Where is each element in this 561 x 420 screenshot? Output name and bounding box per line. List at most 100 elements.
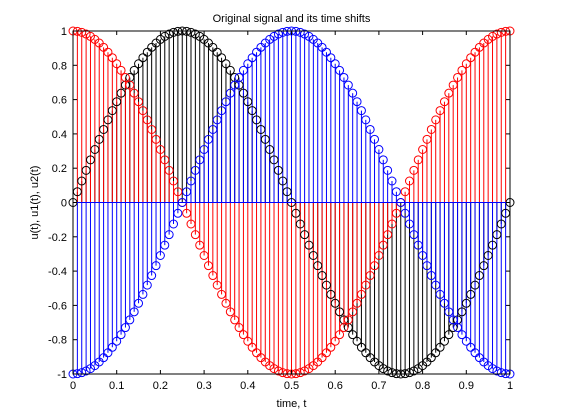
data-point [378,155,388,165]
markers-layer [68,26,515,379]
data-point [212,115,222,125]
data-point [295,219,305,229]
data-point [112,336,122,346]
data-point [435,106,445,116]
data-point [466,289,476,299]
x-axis-ticks: 0 0.1 0.2 0.3 0.4 0.5 0.6 0.7 0.8 0.9 1 [70,31,513,392]
data-point [142,115,152,125]
data-point [431,280,441,290]
data-point [151,261,161,271]
data-point [217,53,227,63]
data-point [321,47,331,57]
data-point [479,261,489,271]
data-point [173,208,183,218]
data-point [238,330,248,340]
data-point [94,134,104,144]
data-point [169,27,179,37]
data-point [492,29,502,39]
data-point [134,59,144,69]
data-point [230,315,240,325]
data-point [352,97,362,107]
data-point [374,250,384,260]
data-point [361,280,371,290]
data-point [273,366,283,376]
data-point [352,336,362,346]
data-point [439,336,449,346]
x-tick-label: 0.4 [240,380,255,392]
data-point [300,29,310,39]
data-point [383,366,393,376]
data-point [225,65,235,75]
y-tick-label: 0.8 [52,60,67,72]
data-point [488,364,498,374]
y-tick-label: -0.2 [48,232,67,244]
y-tick-label: -0.8 [48,335,67,347]
data-point [378,240,388,250]
data-point [391,208,401,218]
data-point [199,250,209,260]
data-point [383,165,393,175]
data-point [164,230,174,240]
data-point [160,240,170,250]
data-point [466,53,476,63]
data-point [457,307,467,317]
data-point [474,271,484,281]
data-point [457,65,467,75]
data-point [99,124,109,134]
data-point [391,187,401,197]
x-tick-label: 0.3 [196,380,211,392]
y-tick-label: 1 [61,26,67,38]
data-point [348,307,358,317]
data-point [387,219,397,229]
data-point [278,176,288,186]
data-point [173,187,183,197]
data-point [335,330,345,340]
data-point [492,230,502,240]
data-point [343,315,353,325]
data-point [348,88,358,98]
data-point [313,261,323,271]
data-point [326,53,336,63]
data-point [203,261,213,271]
data-point [155,145,165,155]
data-point [444,88,454,98]
x-tick-label: 0.9 [459,380,474,392]
data-point [129,88,139,98]
data-point [112,59,122,69]
data-point [129,307,139,317]
data-point [365,124,375,134]
data-point [125,315,135,325]
data-point [496,219,506,229]
data-point [107,53,117,63]
data-point [160,31,170,41]
data-point [182,208,192,218]
data-point [400,208,410,218]
data-point [356,289,366,299]
data-point [492,366,502,376]
data-point [343,80,353,90]
data-point [422,261,432,271]
data-point [190,29,200,39]
data-point [116,65,126,75]
data-point [252,115,262,125]
data-point [431,348,441,358]
data-point [120,72,130,82]
data-point [195,240,205,250]
data-point [116,330,126,340]
data-point [238,88,248,98]
data-point [418,145,428,155]
data-point [466,342,476,352]
data-point [339,323,349,333]
data-point [134,97,144,107]
data-point [269,155,279,165]
data-point [217,289,227,299]
data-point [265,145,275,155]
data-point [365,271,375,281]
y-tick-label: 0.4 [52,129,67,141]
data-point [488,240,498,250]
data-point [81,165,91,175]
data-point [203,134,213,144]
data-point [461,336,471,346]
y-axis-ticks: -1 -0.8 -0.6 -0.4 -0.2 0 0.2 0.4 0.6 0.8 1 [48,26,510,381]
data-point [404,219,414,229]
